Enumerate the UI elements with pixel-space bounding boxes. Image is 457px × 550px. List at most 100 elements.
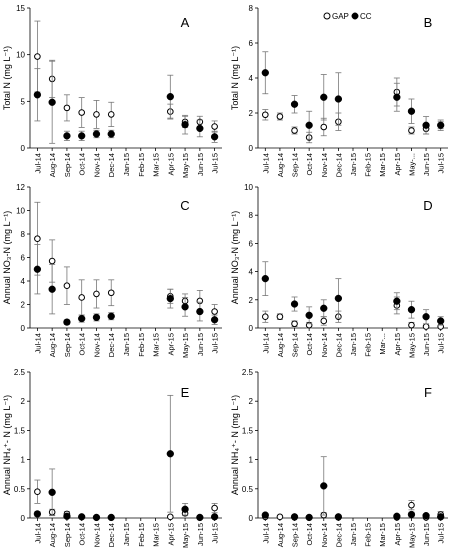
x-tick-label: Oct-14	[305, 153, 314, 176]
x-tick-label: Aug-14	[276, 523, 285, 547]
data-point-cc	[78, 513, 86, 521]
data-point-cc	[261, 511, 269, 519]
data-point-gap	[107, 111, 115, 118]
data-point-cc	[78, 132, 86, 140]
data-point-gap	[276, 113, 284, 120]
data-point-gap	[34, 488, 41, 496]
data-point-cc	[210, 133, 219, 141]
data-point-cc	[320, 482, 328, 490]
x-tick-label: Oct-14	[78, 333, 87, 356]
data-point-cc	[210, 513, 219, 521]
data-point-gap	[320, 123, 328, 131]
y-tick-label: 1.5	[242, 426, 254, 435]
x-tick-label: Jul-14	[33, 333, 42, 353]
data-point-cc	[320, 93, 328, 101]
x-tick-label: May-...	[407, 153, 416, 176]
x-tick-label: Dec-14	[107, 333, 116, 357]
x-tick-label: Nov-14	[92, 153, 101, 177]
y-tick-label: 0.5	[14, 485, 26, 494]
y-tick-label: 4	[249, 268, 254, 277]
data-point-gap	[34, 53, 41, 60]
y-axis-label: Annual NO₃-N (mg L⁻¹)	[2, 211, 12, 304]
x-tick-label: May-15	[181, 333, 190, 358]
data-point-cc	[393, 297, 401, 305]
data-point-cc	[290, 100, 299, 108]
data-point-cc	[107, 130, 115, 138]
x-tick-label: Apr-15	[393, 153, 402, 176]
data-point-cc	[437, 121, 445, 129]
data-point-cc	[92, 513, 101, 522]
panel-F: 0 0.5 1 1.5 2 2.5 Jul-14 Aug-14 Sep-14 Oct-14 Nov-…	[230, 368, 448, 548]
data-point-cc	[48, 98, 56, 106]
y-tick-label: 2	[21, 397, 26, 406]
panel-D: 0 2 4 6 8 10 Jul-14 Aug-14 Sep-14 Oct-14 Nov-14 Dec…	[230, 183, 448, 358]
data-point-cc	[334, 294, 343, 303]
x-tick-label: Feb-15	[137, 333, 146, 357]
x-tick-label: Nov-14	[92, 333, 101, 357]
data-point-cc	[305, 513, 313, 522]
x-tick-label: Jan-15	[122, 333, 131, 356]
x-tick-label: Jan-15	[349, 153, 358, 176]
data-point-cc	[107, 513, 115, 522]
data-point-cc	[181, 121, 189, 129]
x-tick-label: Mar-15	[152, 333, 161, 357]
y-tick-label: 2.5	[14, 368, 26, 377]
y-axis-label: Total N (mg L⁻¹)	[230, 46, 240, 110]
data-point-cc	[181, 505, 189, 513]
data-point-cc	[422, 512, 430, 520]
data-point-gap	[34, 235, 41, 242]
data-point-cc	[422, 121, 430, 129]
data-point-cc	[166, 450, 174, 458]
data-point-cc	[290, 300, 299, 308]
data-point-cc	[422, 313, 430, 321]
x-tick-label: Sep-14	[291, 523, 300, 547]
y-tick-label: 4	[21, 277, 26, 286]
data-point-gap	[63, 104, 71, 112]
x-tick-label: Nov-14	[320, 523, 329, 547]
data-point-cc	[63, 318, 71, 326]
x-tick-label: Dec-14	[334, 523, 343, 547]
panel-label: A	[181, 15, 190, 30]
x-tick-label: Jun-15	[196, 333, 205, 356]
data-point-cc	[261, 69, 269, 77]
data-point-cc	[196, 307, 204, 316]
x-tick-label: May-15	[407, 523, 416, 548]
x-tick-label: Jan-15	[349, 523, 358, 546]
data-point-gap	[422, 323, 430, 330]
x-tick-label: Sep-14	[291, 153, 300, 177]
data-point-gap	[262, 313, 269, 321]
y-tick-label: 1	[249, 456, 254, 465]
data-point-cc	[92, 130, 101, 138]
x-tick-label: Feb-15	[137, 153, 146, 177]
y-tick-label: 0	[249, 324, 254, 333]
y-tick-label: 6	[249, 39, 254, 48]
y-tick-label: 8	[249, 4, 254, 13]
y-tick-label: 0	[249, 144, 254, 153]
data-point-cc	[196, 513, 204, 522]
legend-cc-marker	[351, 12, 359, 20]
data-point-gap	[63, 282, 71, 290]
x-tick-label: Jul-15	[437, 153, 446, 173]
data-point-gap	[276, 513, 284, 521]
x-tick-label: Feb-15	[364, 333, 373, 357]
legend-gap-label: GAP	[332, 12, 349, 21]
data-point-cc	[261, 275, 269, 283]
panel-label: F	[424, 385, 432, 400]
data-point-cc	[33, 91, 42, 99]
x-tick-label: Mar-15	[378, 153, 387, 177]
data-point-cc	[305, 311, 313, 319]
y-tick-label: 2.5	[242, 368, 254, 377]
data-point-gap	[167, 513, 174, 521]
x-tick-label: Mar-15	[378, 523, 387, 547]
y-axis-label: Total N (mg L⁻¹)	[2, 46, 12, 110]
x-tick-label: Jan-15	[122, 153, 131, 176]
y-tick-label: 2	[249, 296, 254, 305]
x-tick-label: Jan-15	[349, 333, 358, 356]
x-tick-label: Dec-14	[334, 153, 343, 177]
data-point-cc	[33, 265, 42, 273]
data-point-gap	[291, 320, 298, 328]
data-point-gap	[211, 123, 218, 130]
y-tick-label: 2	[21, 301, 26, 310]
data-point-cc	[78, 314, 86, 323]
data-point-gap	[408, 127, 415, 134]
